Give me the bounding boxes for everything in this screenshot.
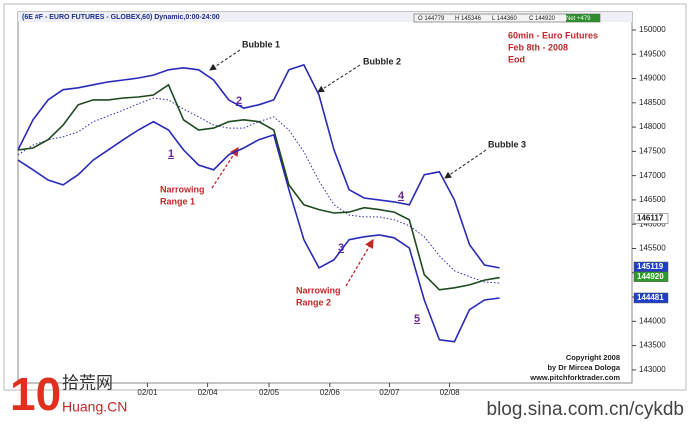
watermark-blog: blog.sina.com.cn/cykdb — [487, 399, 685, 420]
price-tag-label: 145119 — [637, 262, 664, 271]
price-tag — [633, 271, 669, 282]
header-bar — [18, 12, 632, 22]
arrow — [317, 64, 361, 93]
logo-text: 拾荒网 — [62, 373, 113, 392]
narrowing-label: Range 1 — [160, 196, 195, 206]
price-tag — [633, 292, 669, 304]
y-tick-label: 146000 — [639, 219, 666, 228]
narrowing-label: Narrowing — [296, 285, 341, 295]
info-item: H 145346 — [455, 16, 482, 22]
bubble-label: Bubble 3 — [488, 139, 526, 149]
price-tag — [633, 213, 669, 224]
logo-domain: Huang.CN — [62, 399, 127, 415]
note-date: Feb 8th - 2008 — [508, 42, 568, 52]
point-number: 2 — [236, 95, 242, 107]
y-tick-label: 146500 — [639, 195, 666, 204]
point-number: 3 — [338, 242, 344, 254]
series-line — [17, 63, 500, 269]
copyright: by Dr Mircea Dologa — [547, 363, 620, 372]
header-text: (6E #F - EURO FUTURES - GLOBEX,60) Dynam… — [22, 14, 220, 21]
y-tick-label: 147000 — [639, 171, 666, 180]
y-tick-label: 148500 — [639, 98, 666, 107]
bubble-label: Bubble 2 — [363, 56, 401, 66]
arrow — [211, 146, 239, 189]
arrow — [209, 49, 241, 71]
y-tick-label: 149500 — [639, 49, 666, 58]
price-tag-label: 144481 — [637, 293, 664, 302]
series-line — [17, 97, 500, 284]
note-eod: Eod — [508, 54, 525, 64]
logo-number: 10 — [10, 368, 61, 420]
info-item: C 144920 — [529, 16, 556, 22]
copyright: www.pitchforktrader.com — [529, 373, 620, 382]
x-tick-label: 02/06 — [320, 388, 341, 397]
y-tick-label: 147500 — [639, 146, 666, 155]
copyright: Copyright 2008 — [566, 353, 620, 362]
series-line — [17, 120, 500, 343]
y-tick-label: 148000 — [639, 122, 666, 131]
info-box: O 144779 H 145346 L 144360 C 144920 Net +479 — [413, 13, 601, 23]
x-tick-label: 02/04 — [198, 388, 219, 397]
info-item: L 144360 — [492, 16, 517, 22]
narrowing-label: Narrowing — [160, 184, 205, 194]
y-tick-label: 143000 — [639, 365, 666, 374]
x-tick-label: 02/08 — [440, 388, 461, 397]
x-tick-label: 02/01 — [137, 388, 158, 397]
y-tick-label: 149000 — [639, 74, 666, 83]
x-tick-label: 02/07 — [379, 388, 400, 397]
price-tag-label: 144920 — [637, 272, 664, 281]
x-tick-label: 02/05 — [259, 388, 280, 397]
plot-area — [17, 11, 633, 384]
price-tag-label: 146117 — [637, 214, 664, 223]
y-tick-label: 144000 — [639, 316, 666, 325]
y-tick-label: 150000 — [639, 25, 666, 34]
y-tick-label: 143500 — [639, 341, 666, 350]
note-title: 60min - Euro Futures — [508, 30, 598, 40]
narrowing-label: Range 2 — [296, 297, 331, 307]
series-line — [17, 83, 500, 291]
info-item: O 144779 — [418, 16, 445, 22]
y-tick-label: 145500 — [639, 244, 666, 253]
frame — [3, 3, 687, 391]
bubble-label: Bubble 1 — [242, 39, 280, 49]
arrow — [444, 149, 487, 179]
arrow — [345, 238, 374, 287]
point-number: 5 — [414, 313, 420, 325]
point-number: 4 — [398, 190, 405, 202]
point-number: 1 — [168, 148, 174, 160]
info-net-bg — [566, 14, 600, 22]
info-item: Net +479 — [566, 16, 591, 22]
